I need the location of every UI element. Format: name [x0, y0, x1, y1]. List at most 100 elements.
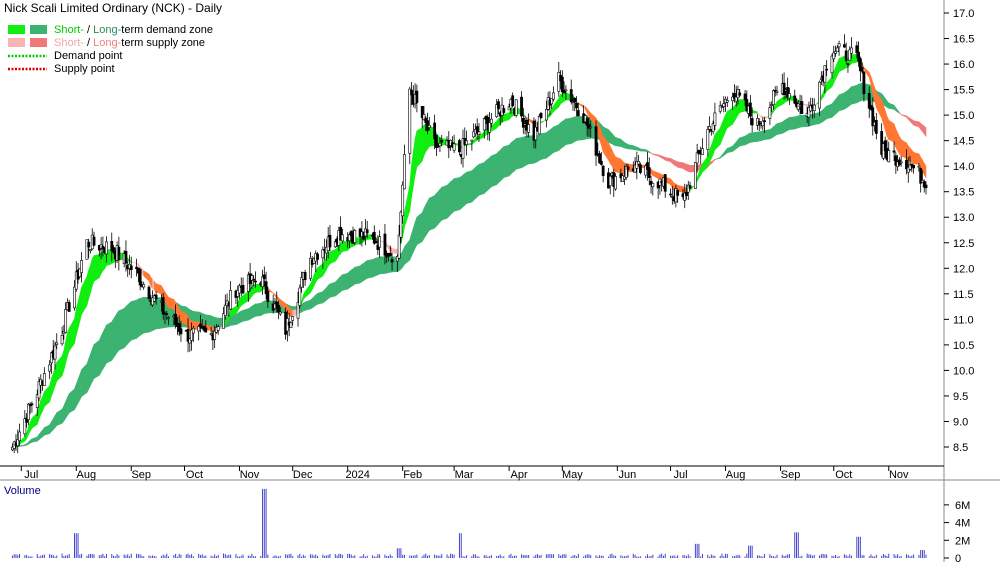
- long-term-zone: [826, 103, 833, 120]
- candle-body: [598, 153, 601, 164]
- candle-body: [177, 323, 181, 332]
- candle-body: [427, 125, 431, 128]
- y-tick-label: 17.0: [953, 8, 974, 20]
- candle-body: [64, 309, 68, 333]
- candle-body: [465, 140, 468, 145]
- candle-body: [537, 115, 541, 135]
- long-term-zone: [81, 363, 88, 398]
- long-term-zone: [466, 170, 473, 204]
- candle-body: [179, 328, 183, 335]
- x-tick-label: Aug: [726, 469, 746, 481]
- candle-body: [835, 47, 839, 52]
- candle-body: [576, 110, 580, 117]
- candle-body: [35, 394, 39, 408]
- x-tick-label: Jul: [674, 469, 688, 481]
- candle-body: [846, 63, 850, 65]
- candle-body: [738, 92, 742, 96]
- candle-body: [48, 364, 52, 372]
- legend-label: Short- / Long-term demand zone: [54, 24, 213, 36]
- short-term-zone: [615, 156, 622, 174]
- x-tick-label: Aug: [76, 469, 96, 481]
- candle-body: [472, 131, 476, 138]
- candle-body: [720, 106, 724, 108]
- candle-body: [871, 107, 875, 127]
- volume-panel: [11, 488, 927, 558]
- short-term-zone: [851, 53, 858, 64]
- candle-body: [786, 87, 790, 98]
- candle-body: [110, 240, 114, 251]
- candle-body: [560, 76, 564, 93]
- candle-body: [420, 106, 424, 118]
- candle-body: [452, 143, 456, 151]
- candle-body: [174, 313, 178, 325]
- candle-body: [296, 302, 300, 319]
- candle-body: [415, 90, 419, 104]
- short-term-zone: [503, 112, 510, 122]
- candle-body: [298, 287, 302, 306]
- short-term-zone: [155, 283, 162, 295]
- candle-body: [857, 51, 860, 62]
- y-tick-label: 16.0: [953, 59, 974, 71]
- candle-body: [514, 99, 518, 116]
- candle-body: [434, 135, 438, 148]
- long-term-zone: [342, 272, 348, 291]
- candle-body: [80, 260, 84, 274]
- candle-body: [880, 131, 884, 155]
- candle-body: [818, 81, 821, 109]
- candle-body: [147, 286, 151, 299]
- candle-body: [124, 250, 128, 264]
- candle-body: [520, 96, 523, 117]
- candle-body: [693, 162, 697, 189]
- short-term-zone: [913, 151, 920, 165]
- candle-body: [626, 166, 630, 170]
- candle-body: [874, 119, 878, 134]
- candle-body: [686, 184, 690, 193]
- long-term-zone: [242, 308, 249, 322]
- candle-body: [713, 112, 717, 126]
- candle-body: [745, 99, 749, 112]
- candle-body: [569, 89, 573, 103]
- y-tick-label: 13.0: [953, 212, 974, 224]
- x-tick-label: Nov: [240, 469, 260, 481]
- price-y-axis: 17.0 16.5 16.0 15.5 15.0 14.5 14.0 13.5 13.0 12.5…: [944, 8, 974, 454]
- y-tick-label: 15.0: [953, 110, 974, 122]
- y-tick-label: 12.0: [953, 263, 974, 275]
- short-term-zone: [416, 127, 423, 168]
- candle-body: [867, 92, 871, 109]
- candle-body: [238, 285, 241, 294]
- candle-body: [722, 103, 726, 107]
- y-tick-label: 15.5: [953, 85, 974, 97]
- long-term-zone: [491, 153, 498, 188]
- candle-body: [403, 154, 406, 190]
- candle-body: [199, 323, 202, 328]
- x-tick-label: Dec: [293, 469, 313, 481]
- candle-body: [748, 102, 752, 117]
- candle-body: [644, 165, 648, 176]
- candle-body: [844, 50, 848, 61]
- candle-body: [399, 211, 403, 238]
- vol-y-tick-label: 2M: [955, 535, 970, 547]
- volume-y-axis: 6M 4M 2M 0: [944, 500, 970, 562]
- candle-body: [303, 272, 307, 281]
- short-term-zone: [93, 254, 100, 282]
- candle-body: [289, 322, 293, 329]
- candle-body: [850, 47, 853, 54]
- candle-body: [261, 276, 264, 288]
- candle-body: [67, 302, 71, 312]
- candle-body: [922, 181, 926, 188]
- candle-body: [55, 342, 59, 345]
- candle-body: [908, 164, 912, 170]
- long-term-zone: [801, 114, 808, 128]
- long-term-zone: [453, 177, 460, 212]
- candle-body: [585, 118, 589, 126]
- candle-body: [262, 274, 266, 280]
- candle-body: [848, 49, 852, 61]
- short-term-zone: [391, 248, 398, 254]
- volume-title: Volume: [4, 485, 41, 497]
- candle-body: [782, 82, 786, 95]
- candle-body: [734, 96, 738, 102]
- vol-y-tick-label: 0: [955, 553, 961, 562]
- candle-body: [489, 118, 493, 124]
- candle-body: [495, 104, 499, 117]
- candle-body: [624, 166, 628, 178]
